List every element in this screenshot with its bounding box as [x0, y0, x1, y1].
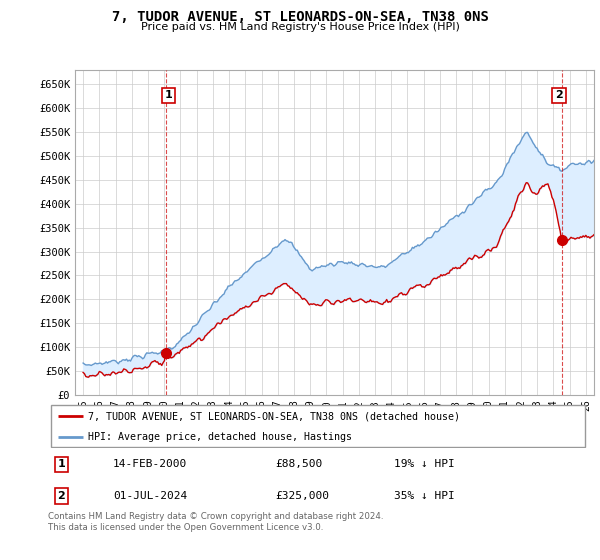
Text: Price paid vs. HM Land Registry's House Price Index (HPI): Price paid vs. HM Land Registry's House … [140, 22, 460, 32]
Text: 14-FEB-2000: 14-FEB-2000 [113, 459, 187, 469]
Text: 01-JUL-2024: 01-JUL-2024 [113, 491, 187, 501]
FancyBboxPatch shape [50, 405, 586, 447]
Text: £88,500: £88,500 [275, 459, 322, 469]
Text: Contains HM Land Registry data © Crown copyright and database right 2024.
This d: Contains HM Land Registry data © Crown c… [48, 512, 383, 532]
Text: 2: 2 [58, 491, 65, 501]
Text: 7, TUDOR AVENUE, ST LEONARDS-ON-SEA, TN38 0NS (detached house): 7, TUDOR AVENUE, ST LEONARDS-ON-SEA, TN3… [89, 411, 461, 421]
Text: 7, TUDOR AVENUE, ST LEONARDS-ON-SEA, TN38 0NS: 7, TUDOR AVENUE, ST LEONARDS-ON-SEA, TN3… [112, 10, 488, 24]
Text: 2: 2 [555, 90, 563, 100]
Text: 19% ↓ HPI: 19% ↓ HPI [394, 459, 454, 469]
Text: 1: 1 [165, 90, 172, 100]
Text: £325,000: £325,000 [275, 491, 329, 501]
Text: 1: 1 [58, 459, 65, 469]
Text: 35% ↓ HPI: 35% ↓ HPI [394, 491, 454, 501]
Text: HPI: Average price, detached house, Hastings: HPI: Average price, detached house, Hast… [89, 432, 353, 442]
